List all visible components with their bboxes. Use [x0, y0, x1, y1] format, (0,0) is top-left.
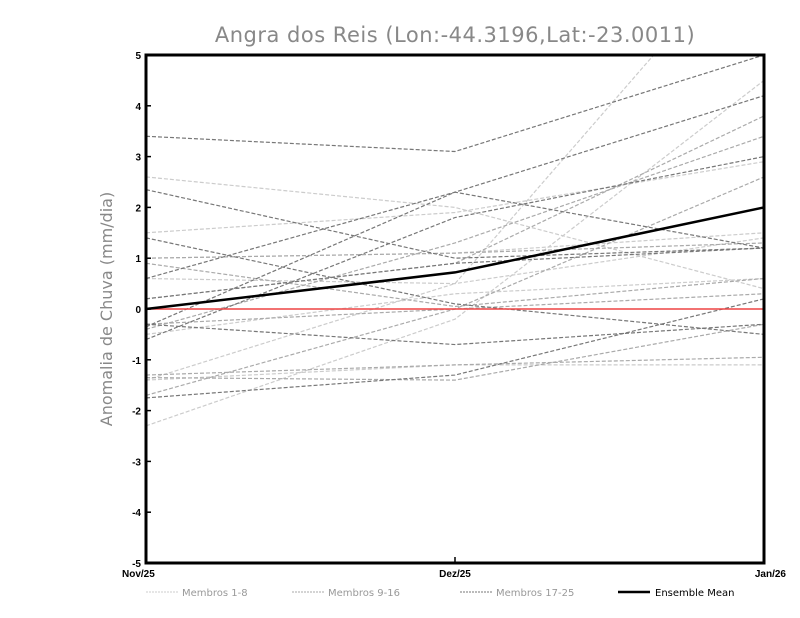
y-tick-label: -3: [132, 457, 141, 468]
member-line-g1-1: [146, 176, 764, 290]
member-line-g3-5: [146, 323, 764, 346]
x-tick-label: Jan/26: [755, 569, 787, 580]
ensemble-mean-line: [145, 206, 765, 311]
y-tick-label: 1: [135, 254, 141, 265]
member-line-g3-9: [146, 247, 764, 300]
member-line-g2-5: [146, 176, 764, 396]
y-tick-label: -4: [132, 508, 141, 519]
member-line-g1-8: [146, 277, 764, 335]
legend-label-3: Membros 17-25: [496, 588, 574, 599]
member-line-g3-1: [146, 55, 764, 153]
member-line-g3-6: [146, 298, 764, 399]
y-tick-label: 4: [135, 102, 141, 113]
x-tick-label: Dez/25: [439, 569, 471, 580]
member-line-g2-3: [146, 356, 764, 376]
member-line-g3-3: [146, 95, 764, 280]
x-axis-ticks: Nov/25 Dez/25 Jan/26: [122, 557, 786, 580]
member-line-g3-2: [146, 189, 764, 259]
member-line-g3-4: [146, 156, 764, 341]
member-line-g2-1: [146, 242, 764, 259]
y-tick-label: 0: [135, 305, 141, 316]
member-line-g2-2: [146, 135, 764, 330]
legend-label-mean: Ensemble Mean: [655, 588, 734, 599]
legend: Membros 1-8 Membros 9-16 Membros 17-25 Ense…: [146, 588, 734, 599]
member-line-g3-7: [146, 237, 764, 335]
y-axis-label: Anomalia de Chuva (mm/dia): [97, 192, 116, 426]
chart-title: Angra dos Reis (Lon:-44.3196,Lat:-23.001…: [215, 23, 695, 47]
y-tick-label: 2: [135, 203, 141, 214]
member-line-g1-4: [146, 55, 655, 381]
member-line-g2-4: [146, 262, 764, 308]
y-tick-label: 5: [135, 51, 141, 62]
x-tick-label: Nov/25: [122, 569, 155, 580]
member-line-g2-7: [146, 323, 764, 381]
member-line-g1-2: [146, 161, 764, 234]
y-tick-label: 3: [135, 153, 141, 164]
member-lines: [146, 55, 764, 427]
y-tick-label: -2: [132, 407, 141, 418]
legend-label-2: Membros 9-16: [328, 588, 400, 599]
y-tick-label: -1: [132, 356, 141, 367]
legend-label-1: Membros 1-8: [182, 588, 248, 599]
y-axis-ticks: -5 -4 -3 -2 -1 0 1 2 3 4 5: [132, 51, 151, 570]
y-tick-label: -5: [132, 559, 141, 570]
